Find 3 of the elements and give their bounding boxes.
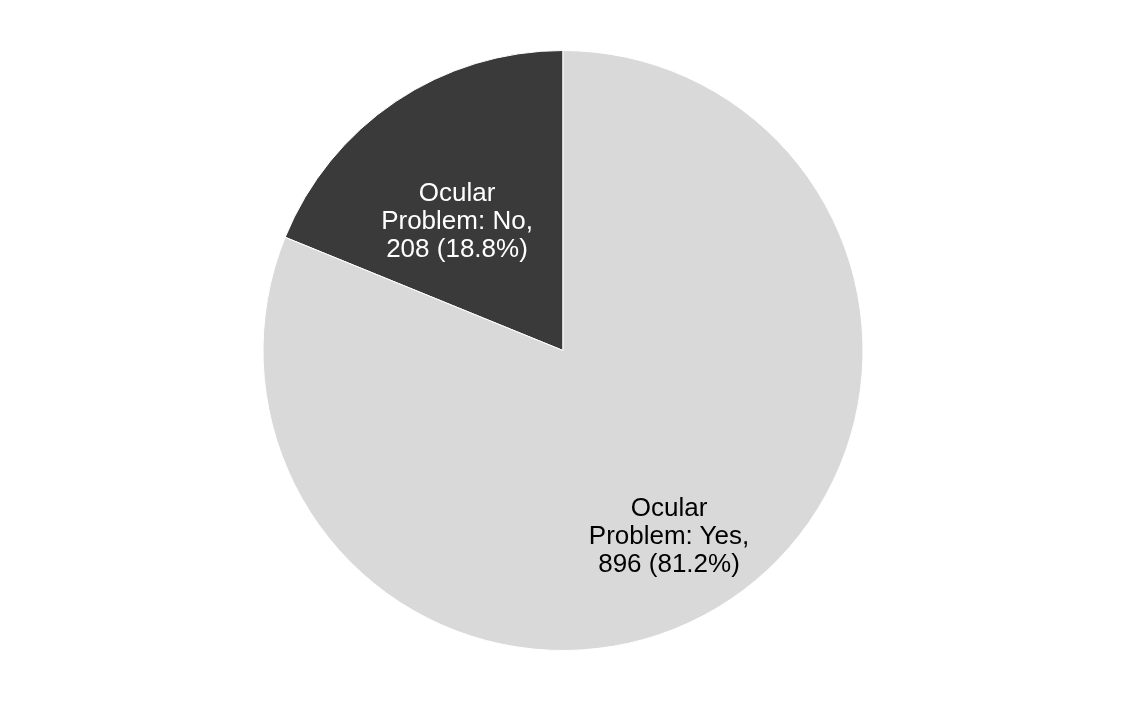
pie-slice — [262, 50, 864, 651]
data-label: Ocular Problem: Yes, 896 (81.2%) — [588, 492, 750, 579]
data-label: Ocular Problem: No, 208 (18.8%) — [381, 176, 533, 263]
